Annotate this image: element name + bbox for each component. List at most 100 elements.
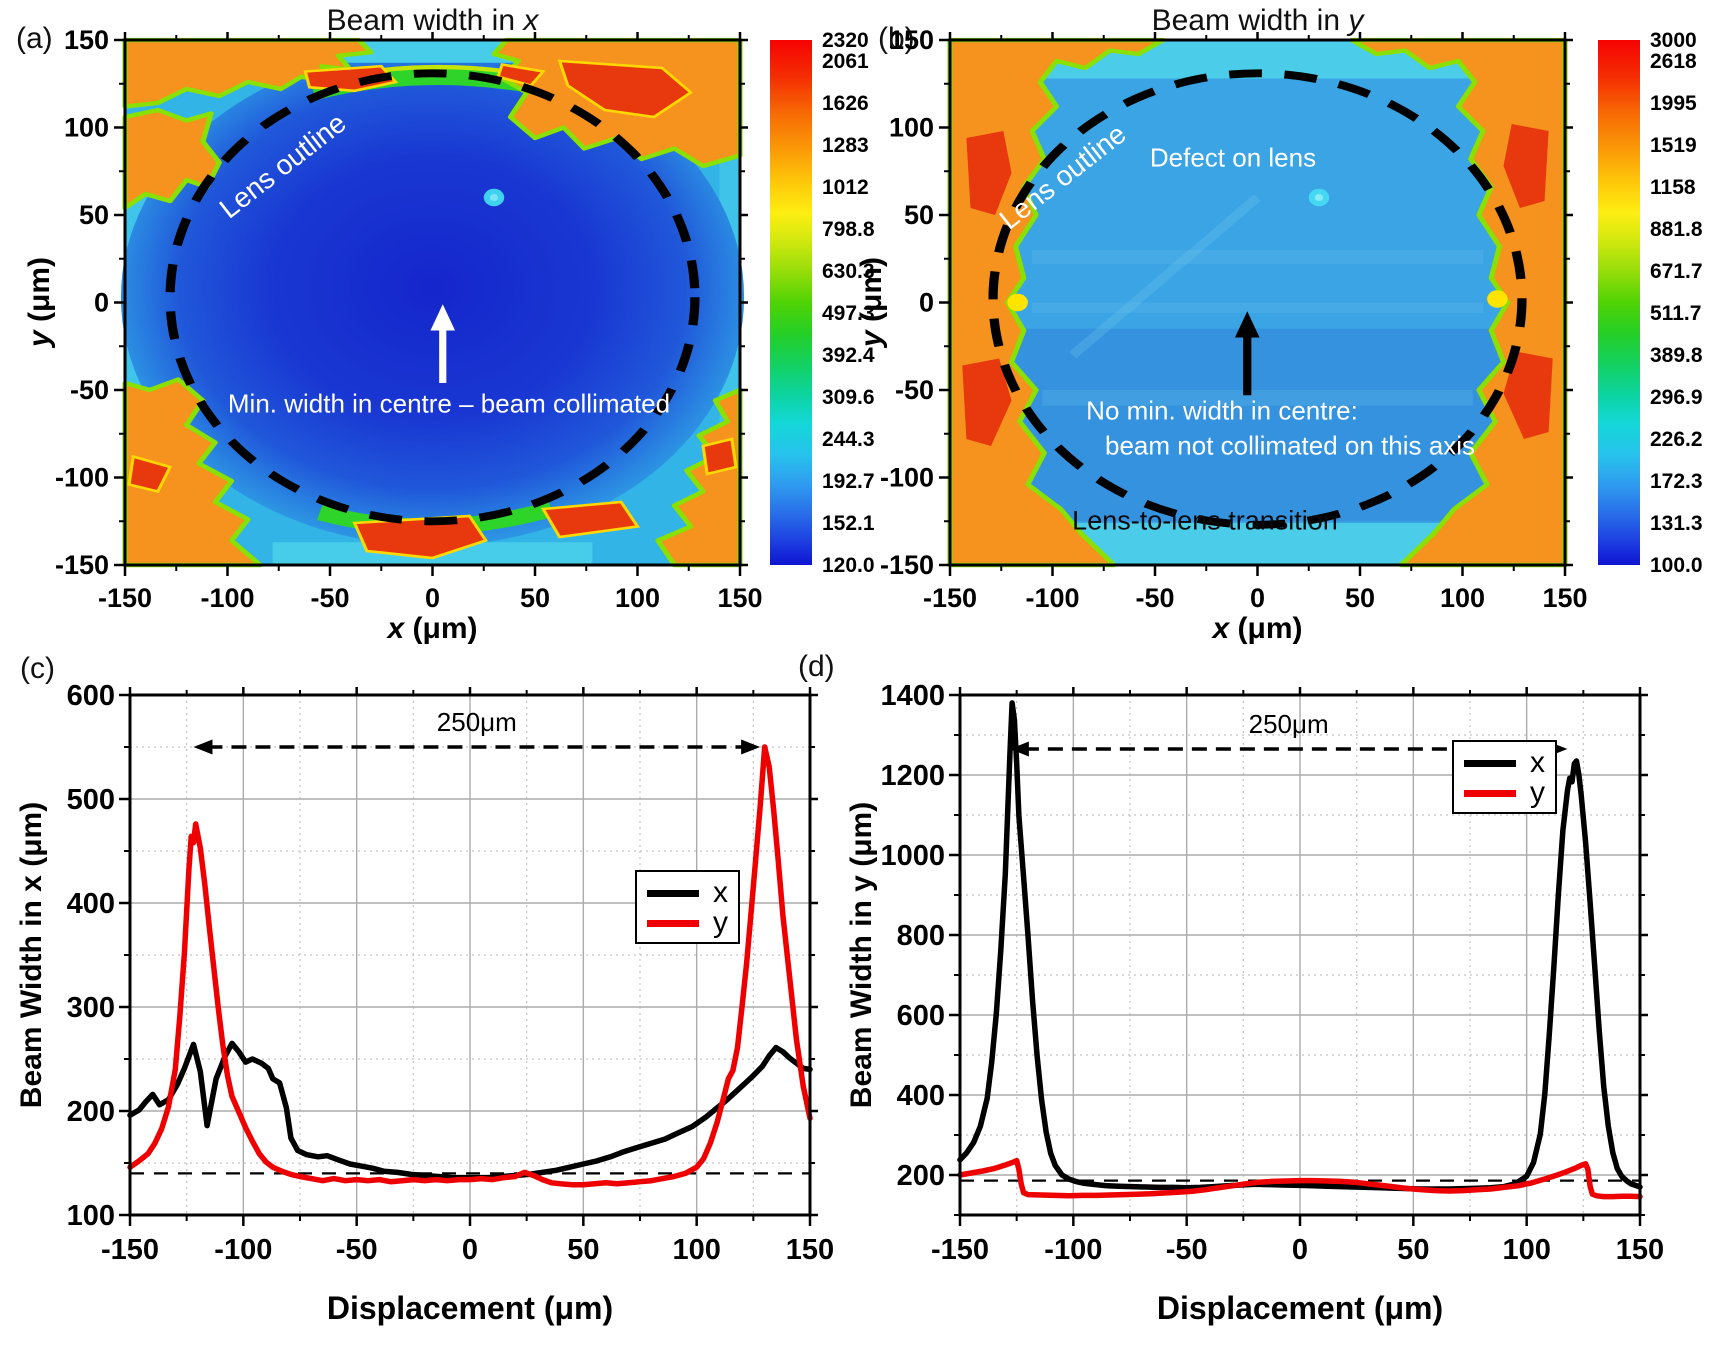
ylabel-b: y (μm) [855,256,888,348]
heatmap-b-stripe-1 [1032,250,1483,264]
colorbar-tick-label: 152.1 [822,512,875,535]
legend-c-label-y: y [713,906,728,939]
series-x [957,700,1643,1192]
colorbar-tick-label: 1158 [1650,176,1696,199]
colorbar-tick-label: 244.3 [822,428,875,451]
x-tick-label: -150 [101,1234,159,1266]
y-tick-label: 1000 [880,840,945,872]
legend-c-row-y: y [647,906,728,939]
heatmap-a-defect-core [489,194,499,201]
heatmap-a [120,37,745,568]
colorbar-tick-label: 389.8 [1650,344,1703,367]
annotation-no-min-1: No min. width in centre: [1086,395,1358,426]
y-tick-label: 0 [94,288,109,318]
y-tick-label: 50 [904,200,934,230]
annotation-no-min-2: beam not collimated on this axis [1105,430,1475,461]
colorbar-tick-label: 1012 [822,176,869,199]
x-tick-label: -150 [931,1234,989,1266]
distance-arrow-label: 250μm [437,707,517,737]
heatmap-b-lower-blue [1011,328,1504,522]
heatmap-b-yellow-spot-right [1487,290,1508,308]
distance-arrow-head-left [1009,741,1029,757]
colorbar-tick-label: 172.3 [1650,470,1703,493]
colorbar-tick-label: 511.7 [1650,302,1702,325]
panel-a-title: Beam width in x [326,4,539,37]
y-tick-label: -50 [895,375,934,405]
colorbar-tick-label: 3000 [1650,29,1697,52]
series-y [127,744,813,1188]
y-tick-label: -150 [55,550,109,580]
x-tick-label: -50 [1135,583,1174,613]
panel-b-letter: (b) [878,22,915,55]
colorbar-tick-label: 1995 [1650,92,1697,115]
legend-c-swatch-x [647,889,699,897]
colorbar-tick-label: 192.7 [822,470,875,493]
heatmap-a-axes: -150 -100 -50 0 50 100 150 150 100 50 0 -50 -100 -150 [55,25,763,613]
colorbar-tick-label: 100.0 [1650,554,1703,577]
legend-d-label-y: y [1530,776,1545,809]
x-tick-label: 150 [717,583,762,613]
x-tick-label: 150 [1616,1234,1664,1266]
ylabel-a: y (μm) [23,256,56,348]
x-tick-label: 50 [567,1234,599,1266]
colorbar-tick-label: 131.3 [1650,512,1703,535]
x-tick-label: -100 [200,583,254,613]
x-tick-label: 100 [615,583,660,613]
x-tick-label: 50 [520,583,550,613]
colorbar-b [1598,40,1640,565]
colorbar-tick-label: 309.6 [822,386,875,409]
heatmap-b-scratch [1069,194,1262,359]
x-tick-label: -150 [923,583,977,613]
x-tick-label: 100 [1502,1234,1550,1266]
y-tick-label: 800 [897,920,945,952]
x-tick-label: 100 [1440,583,1485,613]
x-tick-label: -150 [98,583,152,613]
y-tick-label: 150 [64,25,109,55]
heatmap-b-defect-core [1314,194,1324,201]
colorbar-tick-label: 1626 [822,92,869,115]
ylabel-d: Beam Width in y (μm) [845,801,878,1109]
lens-outline-circle-b [988,69,1527,529]
distance-arrow-head-right [741,739,761,755]
y-tick-label: 1400 [880,680,945,712]
x-tick-label: -100 [1044,1234,1102,1266]
legend-c-label-x: x [713,876,728,909]
y-tick-label: 600 [897,1000,945,1032]
colorbar-tick-label: 1283 [822,134,869,157]
y-tick-label: 0 [919,288,934,318]
x-tick-label: 100 [672,1234,720,1266]
y-tick-label: -100 [880,463,934,493]
heatmap-b-stripe-3 [1042,390,1473,406]
xlabel-d: Displacement (μm) [1156,1290,1444,1326]
heatmap-b-yellow-spot-left [1007,293,1028,312]
colorbar-tick-label: 2320 [822,29,869,52]
up-arrow-b-head [1234,311,1260,338]
colorbar-tick-label: 1519 [1650,134,1697,157]
heatmap-b-axes: -150 -100 -50 0 50 100 150 150 100 50 0 -50 -100 -150 [880,25,1588,613]
x-tick-label: 50 [1345,583,1375,613]
distance-arrow-head-left [193,739,213,755]
series-y [957,1157,1643,1200]
legend-c-row-x: x [647,876,728,909]
panel-a-letter: (a) [16,22,53,55]
x-tick-label: 50 [1397,1234,1429,1266]
y-tick-label: -100 [55,463,109,493]
legend-d-row-y: y [1464,776,1545,809]
colorbar-tick-label: 671.7 [1650,260,1703,283]
y-tick-label: 200 [67,1096,115,1128]
panel-b-title: Beam width in y [1151,4,1364,37]
annotation-transition-b: Lens-to-lens transition [1072,505,1338,536]
annotation-min-width-a: Min. width in centre – beam collimated [227,388,671,419]
xlabel-c: Displacement (μm) [326,1290,614,1326]
plot-border [948,38,1567,567]
line-chart-c: 250μm -150 -100 -50 0 50 100 150 100 200 300 400 500… [67,680,835,1266]
heatmap-a-lens-blue [120,48,745,546]
x-tick-label: 0 [425,583,440,613]
colorbar-tick-label: 630.3 [822,260,875,283]
x-tick-label: -50 [336,1234,378,1266]
annotation-defect-b: Defect on lens [1149,142,1317,173]
distance-arrow-label: 250μm [1249,709,1329,739]
y-tick-label: 100 [67,1200,115,1232]
x-tick-label: -50 [1166,1234,1208,1266]
